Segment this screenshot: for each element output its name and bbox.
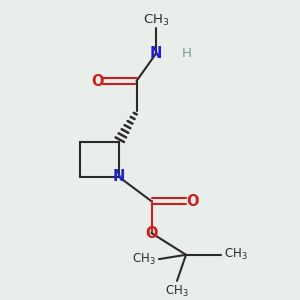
Text: CH$_3$: CH$_3$ <box>143 12 169 28</box>
Text: O: O <box>91 74 103 88</box>
Text: N: N <box>112 169 125 184</box>
Text: H: H <box>182 47 191 60</box>
Text: N: N <box>150 46 162 61</box>
Text: O: O <box>145 226 158 241</box>
Text: O: O <box>186 194 199 209</box>
Text: CH$_3$: CH$_3$ <box>165 284 189 299</box>
Text: CH$_3$: CH$_3$ <box>224 247 247 262</box>
Text: CH$_3$: CH$_3$ <box>132 252 156 267</box>
